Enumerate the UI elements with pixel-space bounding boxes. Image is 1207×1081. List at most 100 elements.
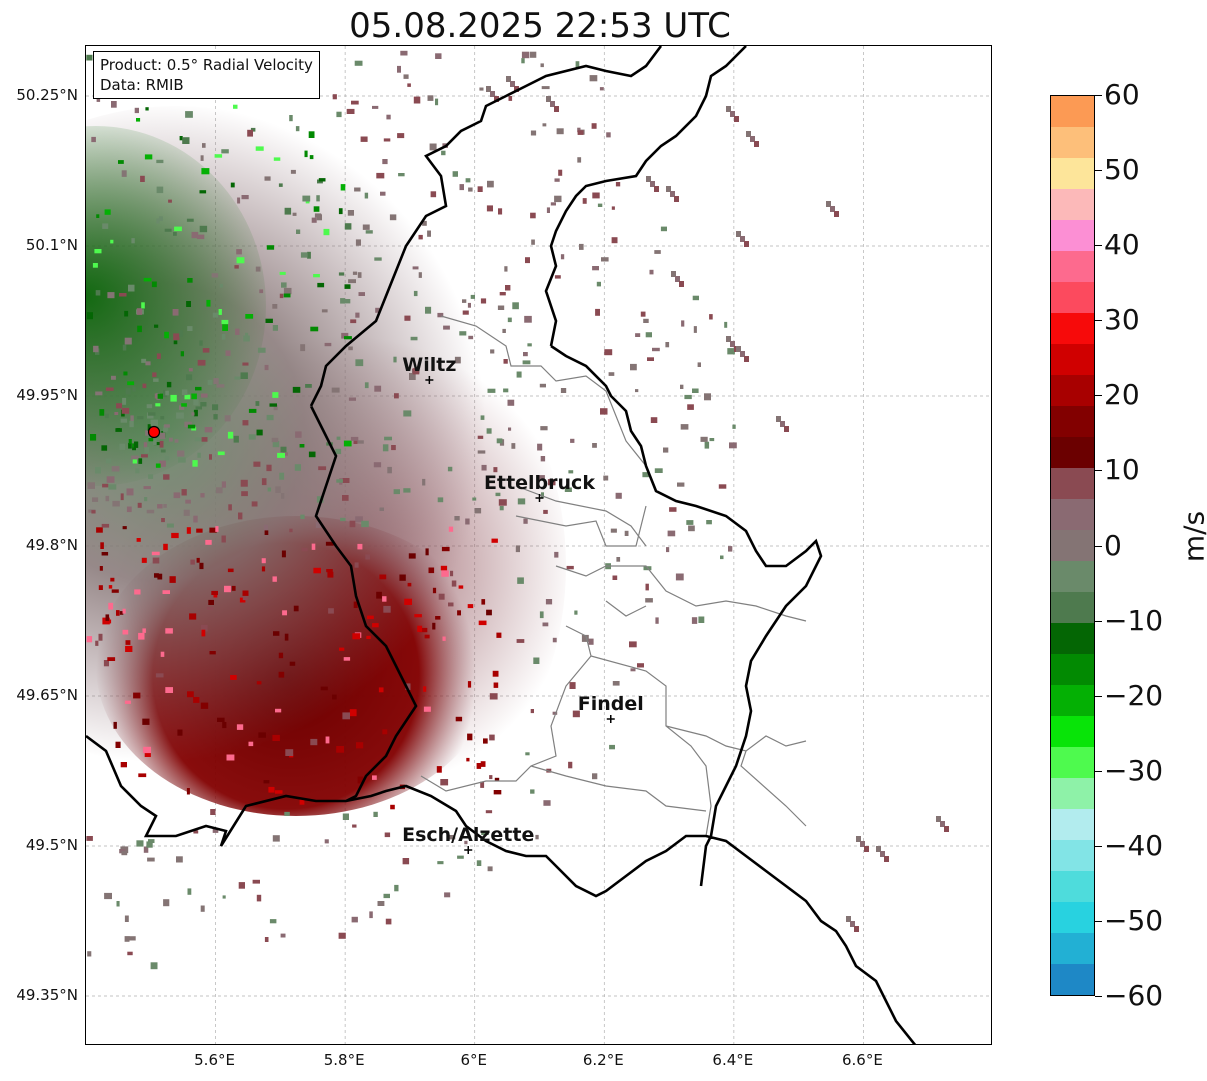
radar-echo-pixel [174, 226, 182, 232]
radar-echo-pixel [300, 514, 305, 519]
radar-echo-pixel [443, 325, 450, 330]
radar-echo-pixel [162, 590, 170, 594]
radar-echo-pixel [537, 475, 545, 481]
radar-echo-pixel [483, 738, 488, 744]
radar-echo-pixel [87, 482, 95, 489]
radar-echo-pixel [173, 492, 181, 499]
radar-echo-pixel [195, 406, 202, 410]
radar-echo-pixel [382, 729, 388, 735]
radar-echo-pixel [160, 651, 165, 657]
radar-echo-pixel [357, 776, 364, 784]
radar-echo-pixel [410, 336, 418, 341]
lon-label: 6.4°E [712, 1051, 754, 1069]
colorbar-tick-label: −20 [1104, 678, 1164, 712]
radar-echo-pixel [375, 307, 381, 313]
radar-echo-pixel [101, 445, 108, 451]
radar-echo-pixel [206, 606, 214, 610]
product-info-box: Product: 0.5° Radial Velocity Data: RMIB [93, 51, 320, 99]
radar-echo-pixel [187, 888, 192, 895]
radar-echo-pixel [212, 312, 219, 318]
radar-echo-pixel [315, 521, 322, 528]
colorbar-tick-mark [1095, 95, 1102, 96]
radar-echo-pixel [245, 314, 254, 319]
radar-echo-pixel [457, 855, 464, 859]
radar-echo-pixel [384, 832, 391, 838]
radar-echo-pixel [637, 663, 644, 668]
radar-echo-pixel [281, 282, 287, 288]
radar-echo-pixel [417, 625, 423, 632]
radar-echo-pixel [107, 292, 115, 299]
radar-echo-pixel [221, 481, 226, 488]
radar-echo-pixel [256, 894, 262, 902]
radar-echo-pixel [95, 640, 99, 646]
radar-echo-pixel [338, 208, 343, 215]
radar-echo-pixel [248, 434, 256, 440]
radar-echo-pixel [222, 324, 228, 331]
radar-echo-pixel [212, 828, 219, 833]
radar-echo-pixel [399, 574, 406, 581]
radar-echo-pixel [281, 493, 285, 499]
radar-echo-pixel [324, 839, 329, 844]
radar-echo-pixel [186, 788, 190, 795]
radar-echo-pixel [498, 499, 507, 506]
radar-echo-pixel [403, 74, 409, 79]
radar-echo-pixel [467, 681, 472, 688]
country-borders [86, 46, 917, 1044]
radar-echo-pixel [186, 218, 194, 222]
radar-echo-pixel [181, 489, 187, 496]
radar-echo-pixel [188, 368, 193, 372]
radar-echo-pixel [650, 417, 658, 423]
radar-echo-pixel [233, 104, 238, 109]
radar-echo-pixel [647, 357, 654, 361]
radar-echo-pixel [492, 670, 499, 677]
lat-label: 50.1°N [25, 236, 78, 254]
radar-echo-pixel [86, 636, 93, 643]
radar-echo-pixel [754, 141, 759, 147]
lon-label: 6.6°E [842, 1051, 883, 1069]
radar-echo-pixel [494, 96, 499, 102]
radar-echo-pixel [200, 905, 205, 912]
radar-echo-pixel [654, 250, 661, 254]
radar-echo-pixel [350, 436, 359, 441]
radar-echo-pixel [654, 186, 659, 192]
radar-map[interactable]: Wiltz Ettelbruck Findel Esch/Alzette [85, 45, 992, 1045]
radar-echo-pixel [462, 299, 467, 303]
radar-echo-pixel [284, 811, 290, 816]
radar-echo-pixel [435, 53, 442, 59]
radar-echo-pixel [674, 196, 679, 202]
city-marker: Esch/Alzette [402, 824, 534, 854]
radar-echo-pixel [611, 237, 618, 244]
radar-echo-pixel [365, 230, 373, 234]
radar-echo-pixel [256, 429, 263, 436]
radar-echo-pixel [152, 372, 157, 378]
radar-echo-pixel [165, 628, 173, 634]
city-marker: Findel [578, 693, 644, 723]
radar-echo-pixel [156, 218, 160, 224]
radar-echo-pixel [208, 599, 214, 605]
radar-echo-pixel [143, 486, 151, 490]
radar-echo-pixel [308, 131, 315, 138]
radar-echo-pixel [412, 368, 420, 375]
radar-echo-pixel [730, 111, 735, 117]
radar-echo-pixel [645, 332, 652, 338]
radar-echo-pixel [383, 893, 390, 899]
radar-echo-pixel [382, 444, 389, 452]
radar-echo-pixel [457, 610, 461, 616]
radar-echo-pixel [438, 593, 445, 600]
radar-echo-pixel [540, 63, 544, 68]
radar-echo-pixel [120, 493, 124, 501]
radar-echo-pixel [165, 390, 169, 396]
radar-echo-pixel [342, 712, 350, 720]
radar-echo-pixel [383, 138, 391, 142]
radar-echo-pixel [121, 851, 128, 856]
radar-echo-pixel [154, 573, 159, 578]
colorbar-tick-mark [1095, 320, 1102, 322]
radar-echo-pixel [572, 710, 580, 718]
radar-echo-pixel [222, 722, 227, 729]
radar-echo-pixel [611, 206, 615, 210]
radar-echo-pixel [409, 373, 416, 380]
radar-echo-pixel [160, 449, 166, 453]
radar-echo-pixel [179, 330, 183, 337]
radar-echo-pixel [546, 96, 551, 102]
radar-echo-pixel [552, 711, 558, 715]
